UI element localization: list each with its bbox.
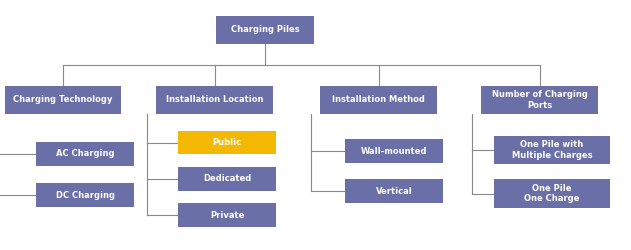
- FancyBboxPatch shape: [178, 130, 276, 154]
- FancyBboxPatch shape: [481, 86, 598, 114]
- Text: AC Charging: AC Charging: [56, 149, 114, 158]
- Text: Dedicated: Dedicated: [203, 174, 251, 183]
- Text: Wall-mounted: Wall-mounted: [361, 147, 428, 156]
- FancyBboxPatch shape: [37, 183, 134, 207]
- FancyBboxPatch shape: [216, 16, 314, 44]
- Text: Vertical: Vertical: [376, 187, 413, 196]
- FancyBboxPatch shape: [37, 142, 134, 166]
- Text: One Pile
One Charge: One Pile One Charge: [524, 184, 580, 204]
- FancyBboxPatch shape: [346, 140, 444, 163]
- FancyBboxPatch shape: [156, 86, 273, 114]
- FancyBboxPatch shape: [493, 136, 611, 164]
- FancyBboxPatch shape: [5, 86, 121, 114]
- Text: DC Charging: DC Charging: [56, 190, 115, 200]
- Text: Public: Public: [213, 138, 242, 147]
- Text: Private: Private: [210, 210, 244, 220]
- FancyBboxPatch shape: [178, 167, 276, 190]
- Text: Installation Location: Installation Location: [166, 96, 263, 104]
- FancyBboxPatch shape: [178, 203, 276, 227]
- Text: One Pile with
Multiple Charges: One Pile with Multiple Charges: [512, 140, 593, 160]
- FancyBboxPatch shape: [493, 179, 611, 208]
- Text: Charging Technology: Charging Technology: [13, 96, 113, 104]
- Text: Number of Charging
Ports: Number of Charging Ports: [492, 90, 587, 110]
- Text: Charging Piles: Charging Piles: [231, 26, 299, 35]
- FancyBboxPatch shape: [320, 86, 437, 114]
- Text: Installation Method: Installation Method: [332, 96, 425, 104]
- FancyBboxPatch shape: [346, 180, 444, 203]
